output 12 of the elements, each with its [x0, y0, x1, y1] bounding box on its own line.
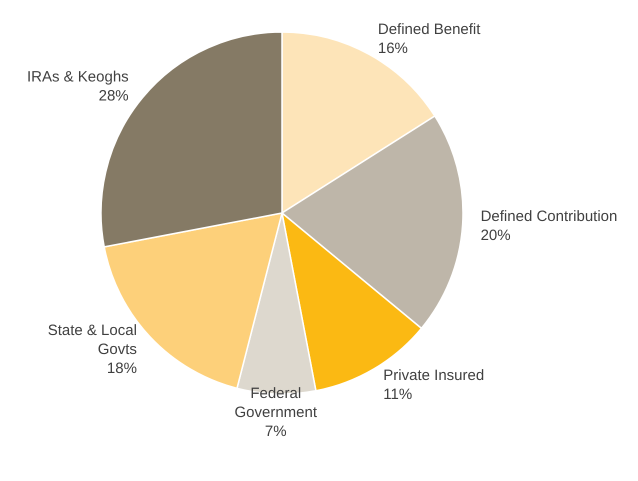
slice-label: Federal Government	[234, 384, 318, 420]
slice-label: State & Local Govts	[48, 322, 137, 358]
slice-label: Defined Benefit	[378, 20, 482, 38]
data-label: 11%	[383, 385, 412, 402]
data-label: 28%	[98, 87, 129, 104]
slice-label: Defined Contribution	[480, 207, 618, 224]
slice-label: Private Insured	[383, 366, 484, 384]
data-label: 16%	[378, 40, 408, 57]
data-label: 7%	[264, 422, 287, 440]
data-label: 18%	[106, 360, 137, 377]
slice-label: IRAs & Keoghs	[26, 68, 129, 86]
data-label: 20%	[480, 226, 511, 244]
